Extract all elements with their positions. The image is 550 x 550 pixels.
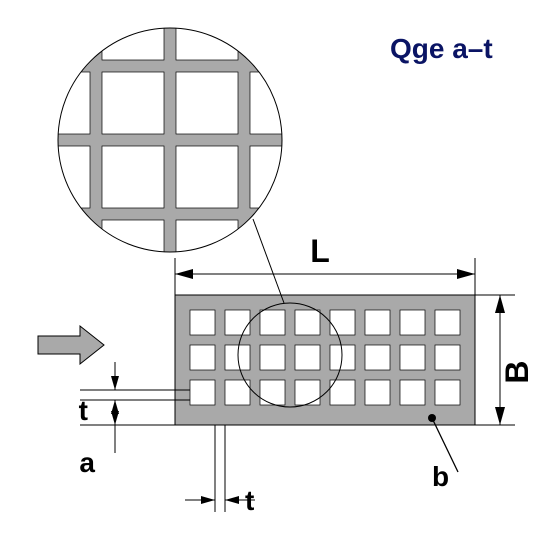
plate-hole [435, 345, 460, 370]
plate-hole [330, 345, 355, 370]
magnifier-leader [253, 219, 284, 303]
label-B: B [499, 360, 535, 383]
plate-hole [330, 310, 355, 335]
label-t-horizontal: t [245, 485, 254, 516]
label-b: b [432, 461, 449, 492]
plate-hole [190, 380, 215, 405]
plate-hole [260, 345, 285, 370]
plate-hole [295, 345, 320, 370]
perforated-plate [175, 295, 475, 425]
plate-hole [435, 310, 460, 335]
plate-hole [400, 345, 425, 370]
plate-hole [260, 380, 285, 405]
plate-hole [225, 310, 250, 335]
plate-hole [400, 310, 425, 335]
plate-hole [435, 380, 460, 405]
label-a: a [79, 447, 95, 478]
plate-hole [190, 345, 215, 370]
diagram-title: Qge a–t [390, 33, 493, 64]
plate-hole [260, 310, 285, 335]
plate-hole [365, 345, 390, 370]
plate-hole [365, 310, 390, 335]
plate-hole [295, 310, 320, 335]
plate-hole [190, 310, 215, 335]
plate-hole [365, 380, 390, 405]
plate-hole [400, 380, 425, 405]
perforated-plate-diagram: Qge a–tLBtatb [0, 0, 550, 550]
flow-arrow-icon [38, 326, 104, 364]
label-t-vertical: t [79, 395, 88, 426]
label-L: L [310, 233, 330, 269]
plate-hole [225, 345, 250, 370]
plate-hole [295, 380, 320, 405]
